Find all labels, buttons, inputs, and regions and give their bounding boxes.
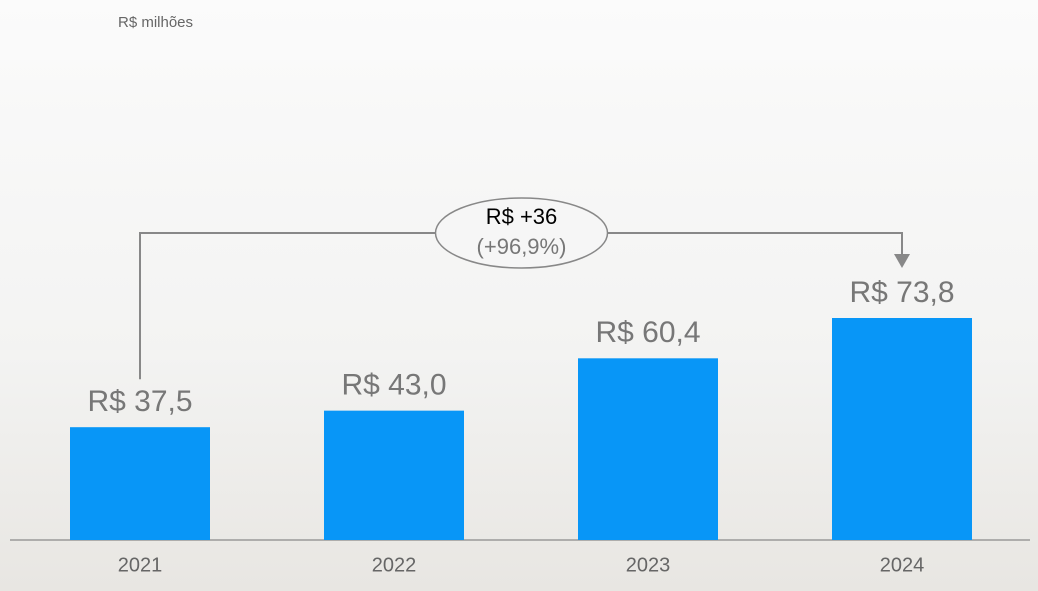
x-tick-label: 2024	[880, 554, 925, 576]
x-tick-label: 2023	[626, 554, 671, 576]
annotation-subtext: (+96,9%)	[477, 234, 567, 259]
arrow-head	[894, 254, 910, 268]
x-tick-label: 2022	[372, 554, 417, 576]
subtitle: R$ milhões	[118, 14, 193, 31]
annotation-bubble	[434, 197, 609, 269]
bar	[324, 410, 464, 540]
value-label: R$ 73,8	[849, 276, 954, 309]
value-label: R$ 60,4	[595, 316, 700, 349]
bar	[578, 358, 718, 540]
value-label: R$ 37,5	[87, 385, 192, 418]
bar	[832, 318, 972, 540]
annotation-text: R$ +36	[486, 204, 558, 229]
x-tick-label: 2021	[118, 554, 163, 576]
value-label: R$ 43,0	[341, 369, 446, 402]
bar	[70, 427, 210, 540]
